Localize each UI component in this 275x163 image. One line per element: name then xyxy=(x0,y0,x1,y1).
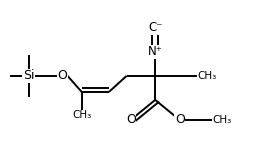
Text: Si: Si xyxy=(23,69,34,82)
Text: N⁺: N⁺ xyxy=(148,45,163,58)
Text: C⁻: C⁻ xyxy=(148,21,163,34)
Text: CH₃: CH₃ xyxy=(72,110,91,120)
Text: O: O xyxy=(126,113,136,126)
Text: CH₃: CH₃ xyxy=(197,71,217,81)
Text: O: O xyxy=(58,69,68,82)
Text: CH₃: CH₃ xyxy=(212,115,232,125)
Text: O: O xyxy=(175,113,185,126)
